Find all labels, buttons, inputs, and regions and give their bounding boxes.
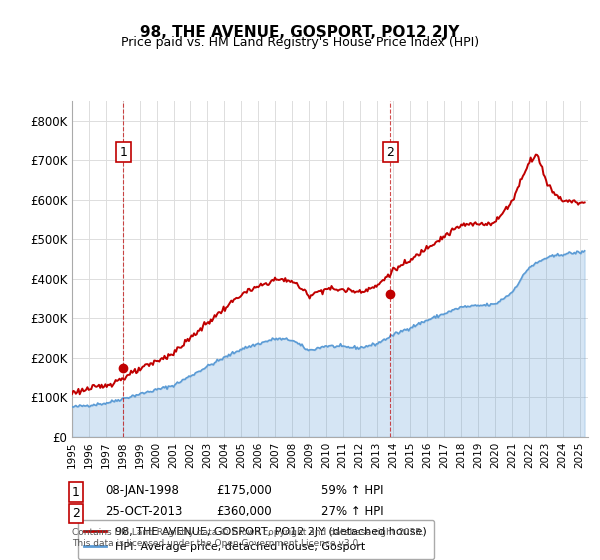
Text: 98, THE AVENUE, GOSPORT, PO12 2JY: 98, THE AVENUE, GOSPORT, PO12 2JY — [140, 25, 460, 40]
Text: Contains HM Land Registry data © Crown copyright and database right 2025.
This d: Contains HM Land Registry data © Crown c… — [72, 528, 424, 548]
Text: £175,000: £175,000 — [216, 484, 272, 497]
Text: Price paid vs. HM Land Registry's House Price Index (HPI): Price paid vs. HM Land Registry's House … — [121, 36, 479, 49]
Legend: 98, THE AVENUE, GOSPORT, PO12 2JY (detached house), HPI: Average price, detached: 98, THE AVENUE, GOSPORT, PO12 2JY (detac… — [77, 520, 434, 559]
Text: 2: 2 — [386, 146, 394, 158]
Text: 25-OCT-2013: 25-OCT-2013 — [105, 505, 182, 518]
Text: 1: 1 — [119, 146, 127, 158]
Text: 2: 2 — [72, 507, 80, 520]
Text: £360,000: £360,000 — [216, 505, 272, 518]
Text: 27% ↑ HPI: 27% ↑ HPI — [321, 505, 383, 518]
Text: 59% ↑ HPI: 59% ↑ HPI — [321, 484, 383, 497]
Text: 08-JAN-1998: 08-JAN-1998 — [105, 484, 179, 497]
Text: 1: 1 — [72, 486, 80, 498]
